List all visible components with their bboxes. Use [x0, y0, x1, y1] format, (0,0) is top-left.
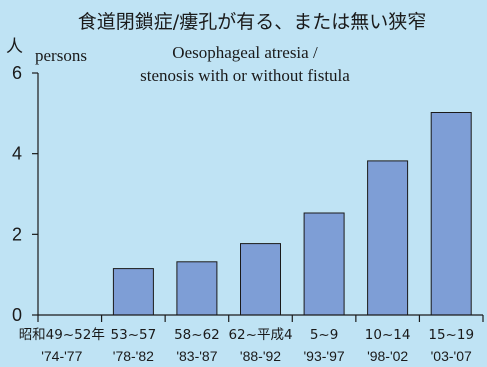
bar-3: [176, 261, 218, 316]
x-tick-label-7: 15~19: [428, 327, 474, 343]
chart-title-jp: 食道閉鎖症/瘻孔が有る、または無い狭窄: [78, 11, 426, 33]
x-tick-sublabel-6: '98-'02: [367, 348, 408, 364]
plot-area: 0 2 4 6 昭和49~52年 '74-'77 53~57 '78-'82 58~62 '83-…: [12, 63, 484, 364]
x-tick-sublabel-3: '83-'87: [176, 348, 217, 364]
x-tick-sublabel-1: '74-'77: [41, 348, 82, 364]
x-tick-label-4: 62~平成4: [228, 327, 292, 343]
y-axis-label-en: persons: [35, 46, 87, 65]
x-tick-label-6: 10~14: [365, 327, 411, 343]
x-tick-label-3: 58~62: [174, 327, 220, 343]
x-tick-sublabel-7: '03-'07: [431, 348, 472, 364]
y-tick-label-0: 0: [12, 305, 22, 325]
chart-title-en-line2: stenosis with or without fistula: [140, 66, 350, 85]
y-tick-label-4: 4: [12, 144, 22, 164]
x-tick-label-2: 53~57: [111, 327, 157, 343]
y-tick-label-6: 6: [12, 63, 22, 83]
x-tick-sublabel-5: '93-'97: [303, 348, 344, 364]
y-tick-label-2: 2: [12, 224, 22, 244]
y-axis-label-jp: 人: [6, 37, 23, 57]
x-tick-sublabel-2: '78-'82: [113, 348, 154, 364]
bar-4: [240, 243, 281, 316]
bar-2: [112, 268, 154, 316]
x-tick-label-1: 昭和49~52年: [19, 327, 105, 343]
x-tick-label-5: 5~9: [310, 327, 339, 343]
bar-7: [430, 112, 472, 316]
bar-6: [367, 160, 409, 316]
x-tick-sublabel-4: '88-'92: [240, 348, 281, 364]
chart-title-en-line1: Oesophageal atresia /: [172, 43, 318, 62]
bar-5: [303, 212, 345, 316]
